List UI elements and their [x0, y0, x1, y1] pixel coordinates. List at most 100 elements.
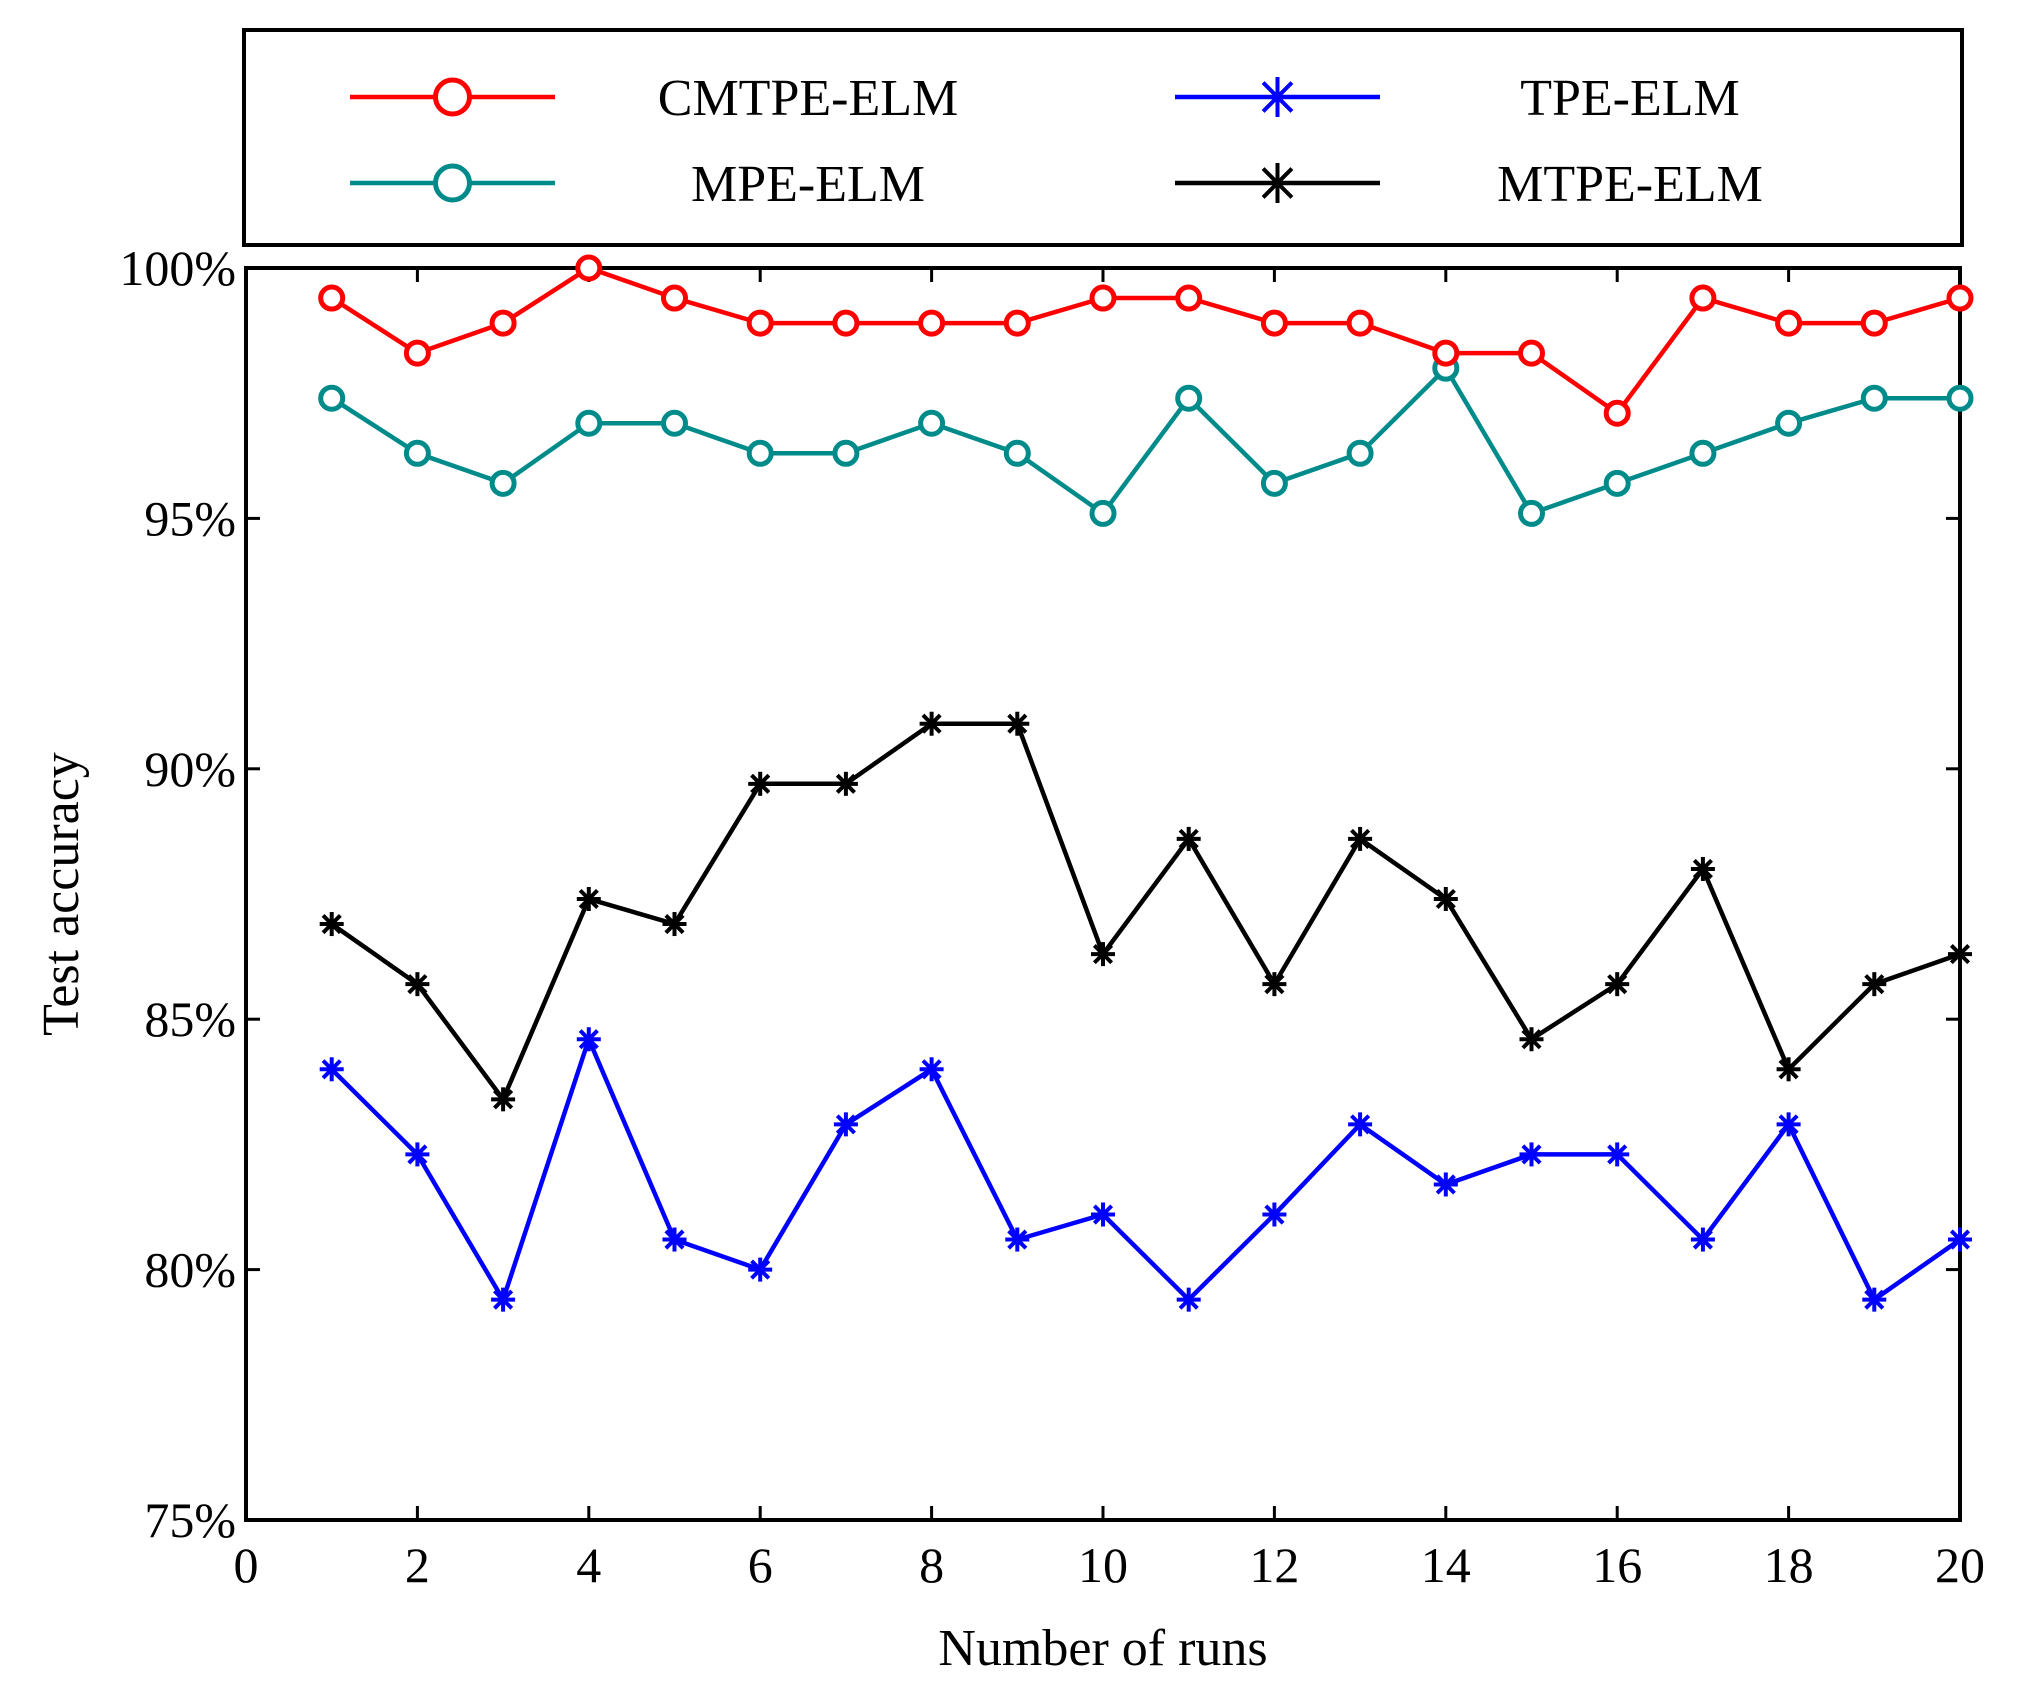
data-point-mtpe-elm [1091, 942, 1115, 967]
data-point-mpe-elm [1260, 469, 1288, 497]
x-tick-label: 2 [405, 1537, 430, 1593]
legend-marker-cmtpe-elm [433, 77, 472, 117]
y-tick-label: 80% [144, 1242, 236, 1298]
data-point-cmtpe-elm [746, 309, 774, 337]
x-tick-label: 8 [919, 1537, 944, 1593]
data-point-mpe-elm [1603, 469, 1631, 497]
data-point-cmtpe-elm [1432, 339, 1460, 367]
data-point-mtpe-elm [1690, 856, 1715, 881]
series-layer [318, 254, 1974, 1312]
data-point-tpe-elm [405, 1142, 430, 1167]
legend-marker-tpe-elm [1257, 77, 1298, 117]
data-point-mtpe-elm [1605, 972, 1630, 997]
data-point-mtpe-elm [748, 771, 773, 796]
data-point-mtpe-elm [405, 972, 430, 997]
series-tpe-elm [319, 1027, 1972, 1312]
data-point-mpe-elm [403, 439, 431, 467]
x-tick-label: 20 [1935, 1537, 1985, 1593]
data-point-tpe-elm [662, 1227, 687, 1252]
data-point-mtpe-elm [1776, 1057, 1801, 1082]
series-mtpe-elm [319, 711, 1972, 1112]
legend-label-mtpe-elm: MTPE-ELM [1497, 156, 1763, 213]
data-point-cmtpe-elm [318, 284, 346, 312]
y-tick-label: 90% [144, 741, 236, 797]
data-point-mtpe-elm [1862, 972, 1887, 997]
x-tick-label: 14 [1421, 1537, 1471, 1593]
x-tick-label: 16 [1592, 1537, 1642, 1593]
x-tick-label: 10 [1078, 1537, 1128, 1593]
data-point-tpe-elm [919, 1057, 944, 1082]
data-point-mpe-elm [489, 469, 517, 497]
legend-entry-mpe-elm: MPE-ELM [350, 156, 925, 213]
legend: CMTPE-ELM TPE-ELM MPE-ELM MTPE-ELM [350, 70, 1763, 213]
x-tick-label: 12 [1249, 1537, 1299, 1593]
data-point-mtpe-elm [1005, 711, 1030, 736]
series-line-tpe-elm [330, 1032, 1962, 1306]
legend-entry-mtpe-elm: MTPE-ELM [1175, 156, 1763, 213]
data-point-cmtpe-elm [1260, 309, 1288, 337]
data-point-cmtpe-elm [1946, 284, 1974, 312]
data-point-cmtpe-elm [832, 309, 860, 337]
data-point-tpe-elm [576, 1027, 601, 1052]
data-point-tpe-elm [491, 1287, 516, 1312]
data-point-cmtpe-elm [1175, 284, 1203, 312]
data-point-mpe-elm [1089, 499, 1117, 527]
data-point-mtpe-elm [1176, 826, 1201, 851]
y-tick-label: 75% [144, 1492, 236, 1548]
data-point-mpe-elm [1175, 384, 1203, 412]
data-point-mpe-elm [1518, 499, 1545, 527]
data-point-cmtpe-elm [1089, 284, 1117, 312]
data-point-cmtpe-elm [489, 309, 517, 337]
data-point-tpe-elm [319, 1057, 344, 1082]
x-tick-label: 18 [1764, 1537, 1814, 1593]
legend-entry-cmtpe-elm: CMTPE-ELM [350, 70, 958, 127]
legend-marker-mtpe-elm [1257, 163, 1298, 203]
data-point-mtpe-elm [833, 771, 858, 796]
data-point-tpe-elm [1862, 1287, 1887, 1312]
data-point-cmtpe-elm [661, 284, 688, 312]
data-point-mtpe-elm [1519, 1027, 1544, 1052]
data-point-tpe-elm [1433, 1172, 1458, 1197]
series-line-cmtpe-elm [330, 265, 1961, 417]
legend-label-cmtpe-elm: CMTPE-ELM [658, 70, 958, 127]
data-point-tpe-elm [1005, 1227, 1030, 1252]
data-point-tpe-elm [1348, 1112, 1373, 1137]
y-tick-label: 100% [119, 240, 236, 296]
legend-label-tpe-elm: TPE-ELM [1520, 70, 1740, 127]
data-point-mpe-elm [1946, 384, 1974, 412]
data-point-cmtpe-elm [918, 309, 946, 337]
data-point-mtpe-elm [1348, 826, 1373, 851]
x-tick-label: 6 [748, 1537, 773, 1593]
data-point-cmtpe-elm [1860, 309, 1888, 337]
data-point-cmtpe-elm [1346, 309, 1374, 337]
data-point-mtpe-elm [1433, 887, 1458, 912]
data-point-mpe-elm [661, 409, 688, 437]
data-point-mpe-elm [1689, 439, 1717, 467]
series-line-mpe-elm [330, 364, 1960, 517]
data-point-mpe-elm [1860, 384, 1888, 412]
data-point-tpe-elm [1948, 1227, 1972, 1252]
data-point-tpe-elm [1091, 1202, 1115, 1227]
data-point-mpe-elm [746, 439, 774, 467]
data-point-cmtpe-elm [1003, 309, 1031, 337]
data-point-tpe-elm [1176, 1287, 1201, 1312]
legend-marker-mpe-elm [433, 163, 472, 203]
data-point-mtpe-elm [919, 711, 944, 736]
y-axis-title: Test accuracy [33, 752, 90, 1036]
data-point-tpe-elm [1690, 1227, 1715, 1252]
series-line-mtpe-elm [330, 721, 1961, 1104]
data-point-mpe-elm [1003, 439, 1031, 467]
data-point-cmtpe-elm [403, 339, 431, 367]
data-point-tpe-elm [1519, 1142, 1544, 1167]
legend-box [242, 28, 1964, 247]
x-tick-label: 4 [576, 1537, 601, 1593]
data-point-mpe-elm [1775, 409, 1803, 437]
data-point-mpe-elm [318, 384, 346, 412]
data-point-tpe-elm [1605, 1142, 1630, 1167]
data-point-tpe-elm [1776, 1112, 1801, 1137]
data-point-mpe-elm [1346, 439, 1374, 467]
data-point-cmtpe-elm [1518, 339, 1545, 367]
data-point-cmtpe-elm [1775, 309, 1803, 337]
x-axis-title: Number of runs [938, 1620, 1267, 1677]
